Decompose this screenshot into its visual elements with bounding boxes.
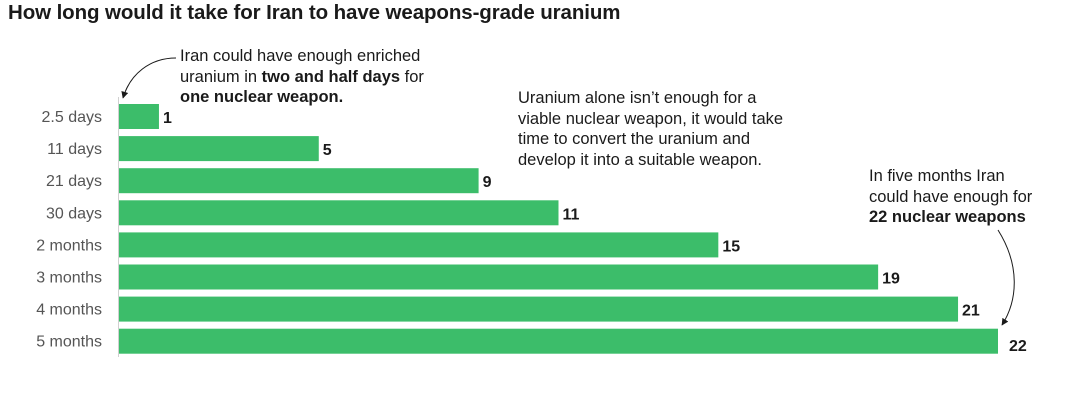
data-label: 1 [163,110,172,127]
data-label: 22 [1009,338,1027,355]
bar [119,264,879,290]
y-tick-label: 2 months [36,237,102,254]
annotation-middle: Uranium alone isn’t enough for a viable … [518,88,823,170]
bar [119,232,719,258]
annotation-last-line-3: 22 nuclear weapons [869,208,1026,226]
annotation-first-line-3: one nuclear weapon. [180,88,344,106]
annotation-last-line-1: In five months Iran [869,167,1005,185]
y-tick-label: 30 days [46,205,102,222]
annotation-first-line-2-end: for [400,67,424,86]
annotation-first-bar: Iran could have enough enriched uranium … [180,46,470,108]
annotation-first-line-1: Iran could have enough enriched [180,47,421,65]
annotation-first-line-2: uranium in two and half days for [180,67,470,88]
y-tick-label: 4 months [36,302,102,319]
y-tick-label: 21 days [46,173,102,190]
y-tick-label: 5 months [36,334,102,351]
data-label: 15 [722,238,740,255]
y-tick-label: 3 months [36,270,102,287]
bar [119,104,159,129]
data-label: 11 [563,206,580,223]
annotation-arrow-last [997,229,1015,326]
chart-title: How long would it take for Iran to have … [8,1,621,24]
annotation-middle-line-3: time to convert the uranium and [518,130,751,148]
bar [119,168,479,194]
y-tick-label: 2.5 days [42,109,102,126]
data-label: 5 [323,142,332,159]
data-label: 9 [483,174,492,191]
y-tick-label: 11 days [47,141,102,158]
bar [119,200,559,226]
annotation-middle-line-1: Uranium alone isn’t enough for a [518,89,757,107]
annotation-last-line-2: could have enough for [869,187,1033,206]
data-label: 21 [962,303,980,320]
annotation-last-bar: In five months Iran could have enough fo… [869,166,1069,228]
bar [119,136,319,162]
annotation-first-line-2-start: uranium in [180,67,262,86]
annotation-arrow-first [121,57,177,99]
bar [119,296,959,322]
annotation-first-emphasis: two and half days [261,67,401,86]
data-label: 19 [882,271,900,288]
annotation-middle-line-2: viable nuclear weapon, it would take [518,109,784,128]
bar [119,328,998,354]
annotation-middle-line-4: develop it into a suitable weapon. [518,150,763,169]
